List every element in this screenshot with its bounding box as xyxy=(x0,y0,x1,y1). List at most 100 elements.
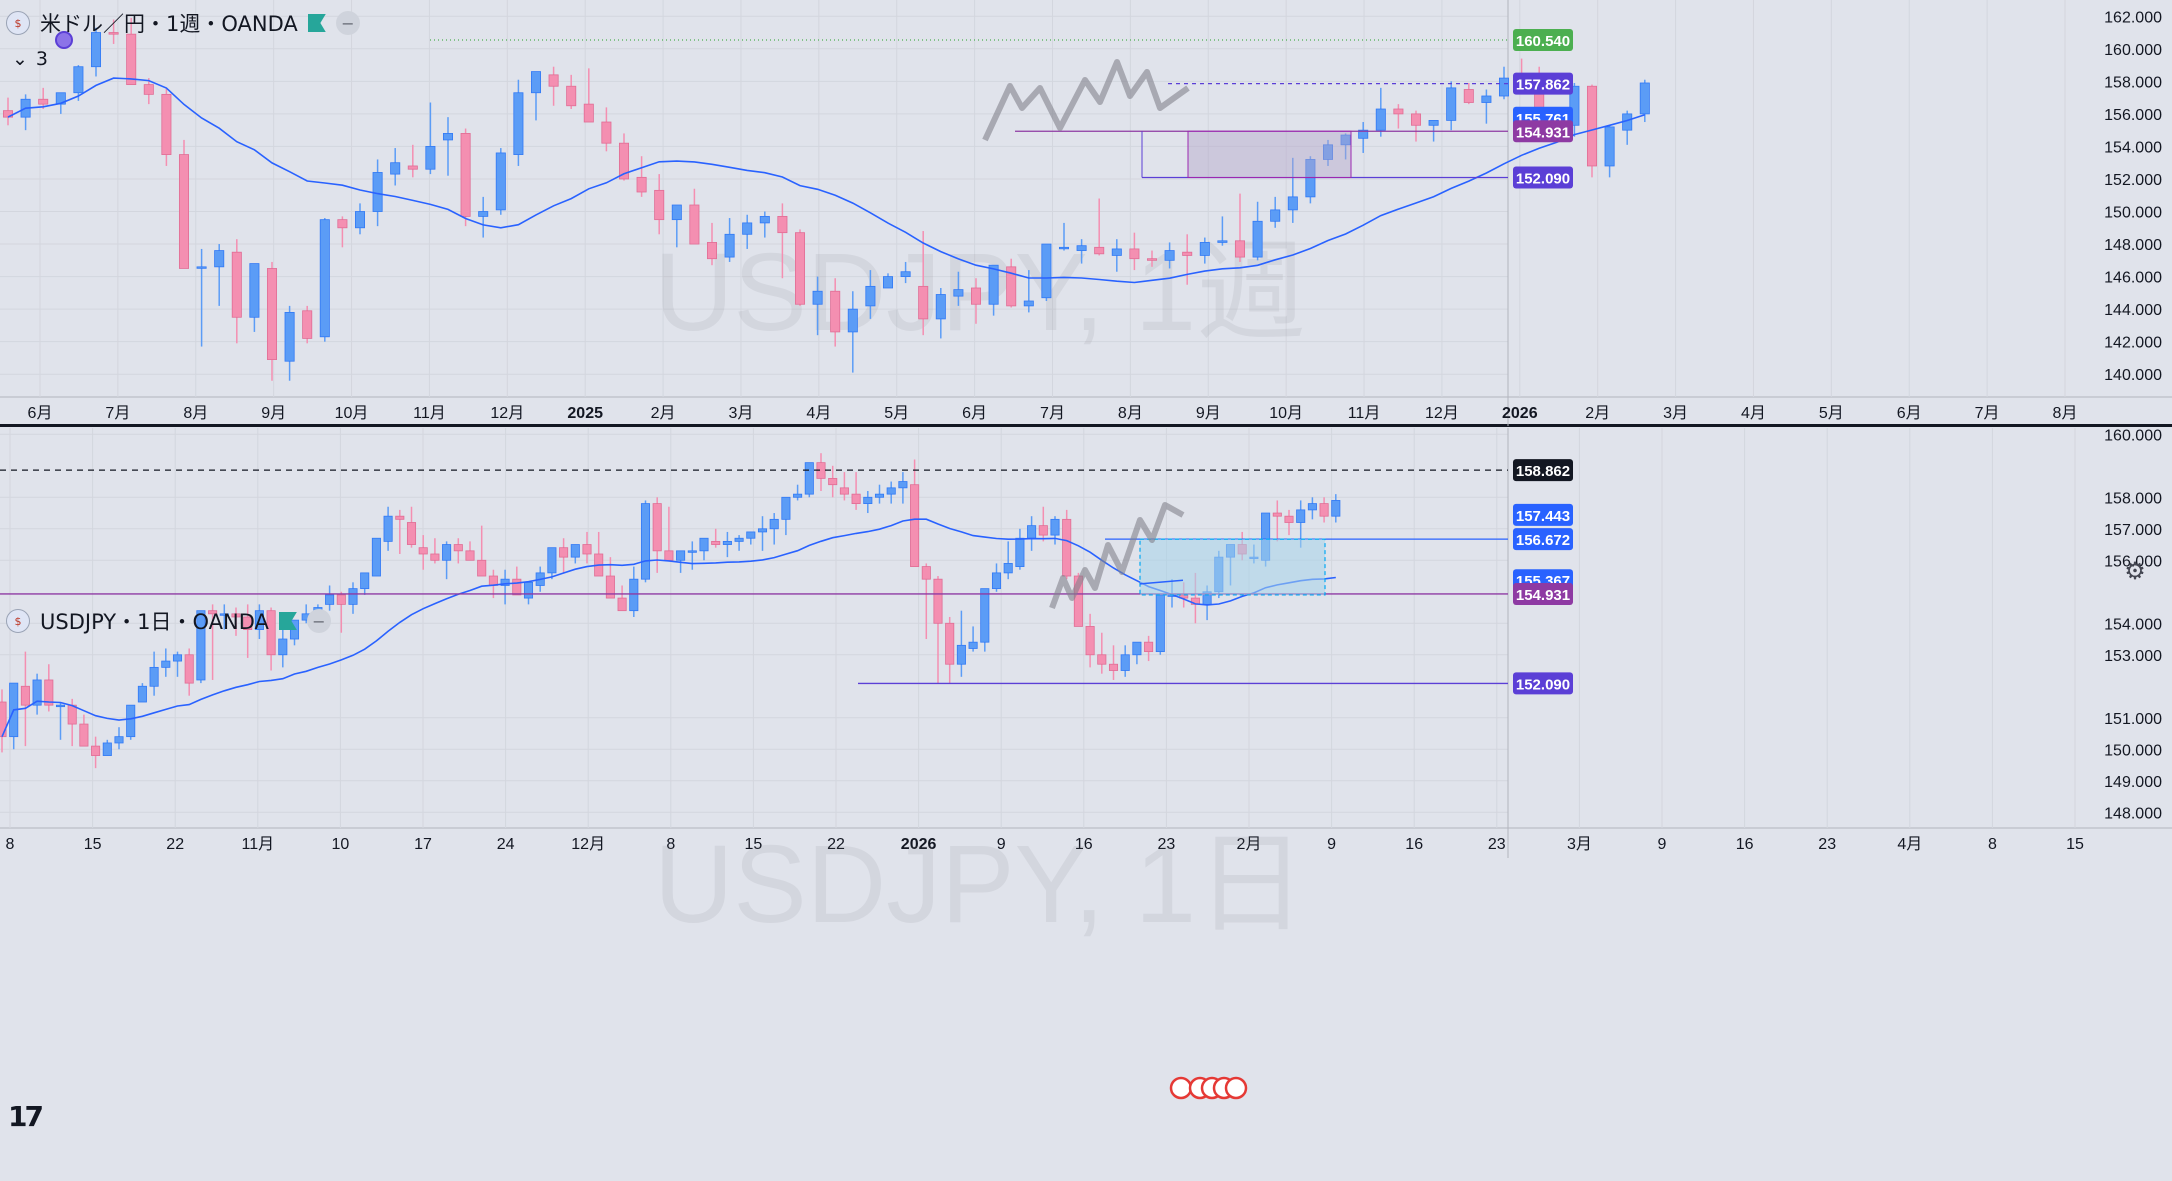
y-tick-label: 153.000 xyxy=(2104,648,2162,665)
candle-body xyxy=(746,531,756,539)
candle-body xyxy=(851,493,861,504)
price-tag-label: 156.672 xyxy=(1516,532,1570,549)
candle-body xyxy=(548,74,559,87)
x-tick-label: 16 xyxy=(1075,836,1093,853)
price-tag-label: 157.443 xyxy=(1516,508,1570,525)
candle-body xyxy=(55,92,66,105)
candle-body xyxy=(1111,248,1122,256)
candle-body xyxy=(1132,641,1142,656)
candle-body xyxy=(1097,654,1107,665)
economic-event-icon[interactable] xyxy=(1169,1076,1193,1100)
candle-body xyxy=(208,610,218,615)
candle-body xyxy=(406,522,417,545)
candle-body xyxy=(1252,220,1263,258)
candle-body xyxy=(114,736,124,744)
x-tick-label: 8月 xyxy=(183,405,208,422)
x-tick-label: 3月 xyxy=(1567,836,1592,853)
indicator-toggle[interactable]: ⌄ 3 xyxy=(12,48,48,70)
minus-icon[interactable]: − xyxy=(335,11,360,35)
x-tick-label: 23 xyxy=(1818,836,1836,853)
candle-body xyxy=(371,537,381,577)
alert-marker-icon[interactable] xyxy=(55,31,73,49)
candle-body xyxy=(196,266,207,269)
top-symbol-label[interactable]: 米ドル／円・1週・OANDA xyxy=(40,12,298,36)
candle-body xyxy=(266,268,278,360)
candle-body xyxy=(1305,159,1316,198)
candle-body xyxy=(1164,250,1175,261)
candle-body xyxy=(1375,108,1386,131)
y-tick-label: 149.000 xyxy=(2104,774,2162,791)
price-tag xyxy=(1513,582,1573,605)
candle-body xyxy=(570,544,580,558)
settings-gear-icon[interactable]: ⚙ xyxy=(2124,557,2146,585)
price-tag xyxy=(1513,72,1573,95)
chevron-down-icon: ⌄ xyxy=(12,48,28,70)
candle-body xyxy=(921,566,931,580)
candle-body xyxy=(336,594,346,605)
x-tick-label: 6月 xyxy=(1897,405,1922,422)
candle-body xyxy=(1094,246,1105,255)
candle-body xyxy=(828,477,838,486)
candle-body xyxy=(991,572,1002,590)
x-tick-label: 15 xyxy=(84,836,102,853)
x-tick-label: 16 xyxy=(1736,836,1754,853)
target-zone xyxy=(1187,130,1352,179)
candle-body xyxy=(302,310,313,339)
moving-average-line xyxy=(1,518,1336,738)
candle-body xyxy=(757,528,768,533)
candle-body xyxy=(812,290,823,305)
candle-body xyxy=(1038,525,1048,536)
candle-body xyxy=(465,550,475,561)
candle-body xyxy=(1129,248,1140,260)
top-chart-header: $ 米ドル／円・1週・OANDA − xyxy=(6,8,360,38)
x-tick-label: 9 xyxy=(1658,836,1667,853)
candle-body xyxy=(249,263,260,318)
candle-body xyxy=(372,172,383,212)
candle-body xyxy=(513,92,524,155)
x-tick-label: 2月 xyxy=(651,405,676,422)
candle-body xyxy=(1319,503,1329,517)
candle-body xyxy=(734,537,744,542)
candle-body xyxy=(1006,266,1017,307)
x-tick-label: 12月 xyxy=(571,836,605,853)
candle-body xyxy=(839,487,849,495)
x-tick-label: 2月 xyxy=(1585,405,1610,422)
candle-body xyxy=(918,285,929,320)
candle-body xyxy=(1331,500,1341,517)
candle-body xyxy=(1272,512,1282,517)
candle-body xyxy=(676,550,686,561)
candle-body xyxy=(900,271,911,277)
candle-body xyxy=(847,308,858,333)
candle-body xyxy=(759,215,770,224)
candle-body xyxy=(219,613,229,616)
candle-body xyxy=(500,578,510,586)
candle-body xyxy=(945,622,955,665)
candle-body xyxy=(804,462,814,495)
candle-body xyxy=(243,616,253,630)
economic-event-icon[interactable] xyxy=(1224,1076,1248,1100)
x-tick-label: 7月 xyxy=(1975,405,2000,422)
y-tick-label: 150.000 xyxy=(2104,205,2162,222)
y-tick-label: 148.000 xyxy=(2104,805,2162,822)
indicator-count: 3 xyxy=(35,48,49,70)
candle-body xyxy=(1144,641,1154,653)
candle-body xyxy=(137,685,147,703)
candle-body xyxy=(55,704,66,708)
x-tick-label: 7月 xyxy=(1040,405,1065,422)
x-tick-label: 4月 xyxy=(806,405,831,422)
candle-body xyxy=(1050,518,1060,536)
candle-body xyxy=(418,547,428,555)
candle-body xyxy=(1073,575,1083,627)
bottom-symbol-label[interactable]: USDJPY・1日・OANDA xyxy=(40,610,269,634)
candle-body xyxy=(988,264,999,305)
candle-body xyxy=(1307,503,1317,511)
candle-body xyxy=(266,610,276,656)
candle-body xyxy=(933,578,943,624)
minus-icon[interactable]: − xyxy=(306,609,331,633)
candle-body xyxy=(126,704,136,738)
x-tick-label: 10月 xyxy=(335,405,369,422)
candle-body xyxy=(1217,240,1228,243)
candle-body xyxy=(1027,525,1037,539)
x-tick-label: 6月 xyxy=(28,405,53,422)
